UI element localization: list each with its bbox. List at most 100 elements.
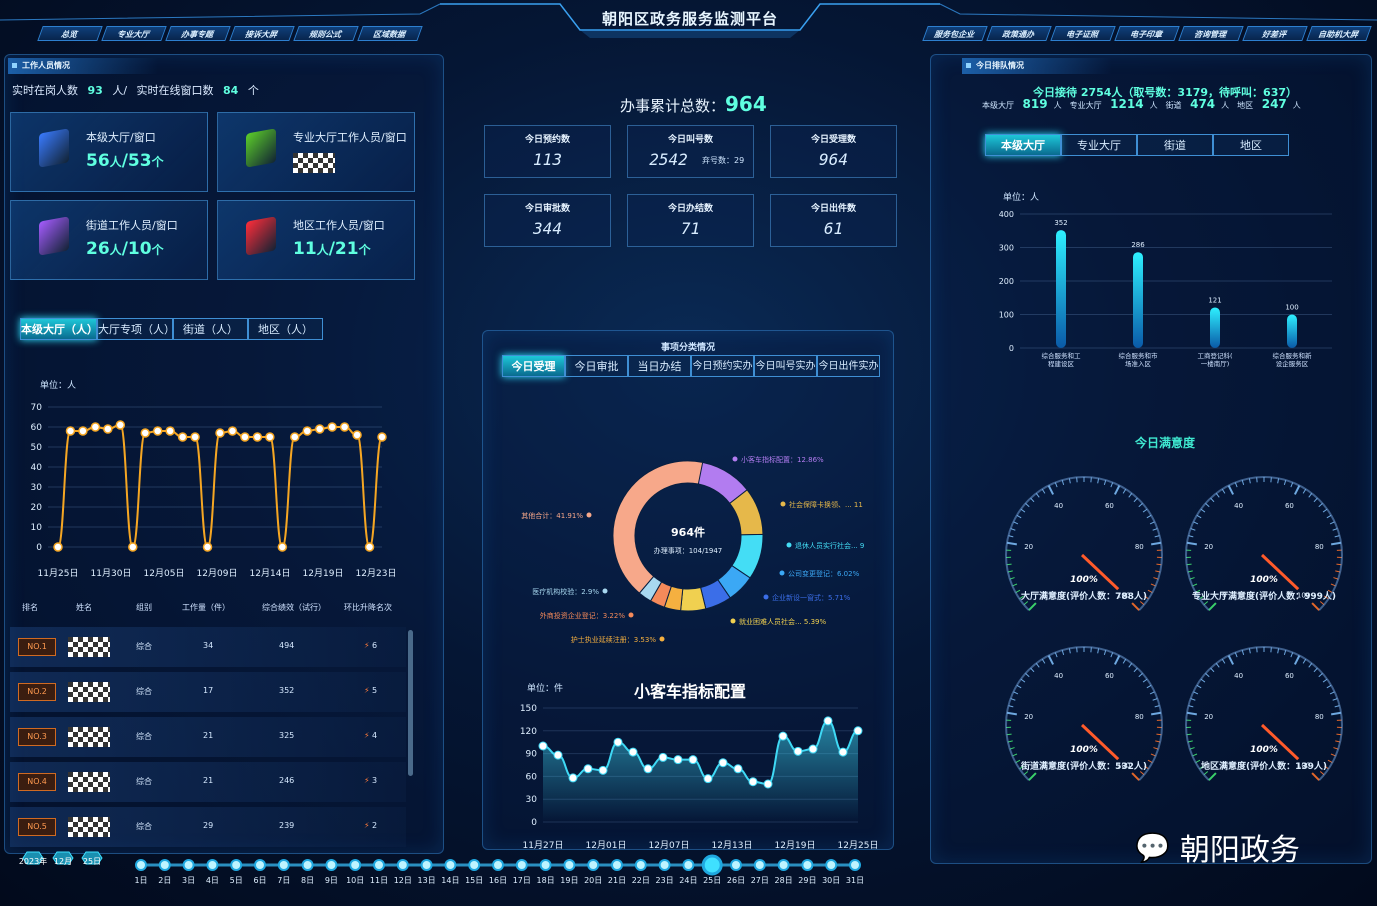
gauge-tick <box>1131 602 1140 611</box>
timeline-day-label: 28日 <box>775 876 793 885</box>
nav-complaints[interactable]: 接诉大屏 <box>229 26 295 41</box>
nav-policy[interactable]: 政策通办 <box>986 26 1052 41</box>
timeline-day-label: 18日 <box>537 876 555 885</box>
queue-item-label: 街道 <box>1165 101 1182 110</box>
left-nav: 总览 专业大厅 办事专题 接诉大屏 规则公式 区域数据 <box>37 26 423 42</box>
data-point <box>688 755 698 765</box>
timeline-day-dot[interactable] <box>468 859 481 871</box>
tab-staff-region[interactable]: 地区（人） <box>248 318 323 340</box>
y-tick-label: 150 <box>520 704 537 714</box>
timeline-day-dot[interactable] <box>254 859 266 871</box>
timeline-day-dot[interactable] <box>444 859 457 871</box>
slice-label: 其他合计：41.91% <box>521 511 583 520</box>
slice-label: 公司变更登记：6.02% <box>788 569 860 578</box>
tab-queue-street[interactable]: 街道 <box>1137 134 1213 156</box>
timeline-day-dot[interactable] <box>492 859 504 871</box>
staff-card-label: 街道工作人员/窗口 <box>86 219 178 232</box>
ranking-column-header: 综合绩效（试行） <box>262 603 326 612</box>
legend-dot <box>786 542 792 548</box>
tab-output-done[interactable]: 今日出件实办 <box>817 355 880 377</box>
timeline-day-dot[interactable] <box>301 859 314 871</box>
timeline-day-dot[interactable] <box>230 859 243 871</box>
nav-kiosk[interactable]: 自助机大屏 <box>1306 26 1372 41</box>
gauge-tick <box>1151 711 1162 716</box>
nav-service-pkg[interactable]: 服务包企业 <box>922 26 988 41</box>
timeline-day-dot[interactable] <box>611 859 623 871</box>
timeline-day-dot[interactable] <box>373 859 385 871</box>
timeline-day-dot[interactable] <box>349 859 362 871</box>
timeline-day-dot[interactable] <box>587 859 600 871</box>
x-category-label: 综合服务和工 <box>1042 351 1082 360</box>
change-cell: 5 <box>372 686 378 695</box>
tab-call-done[interactable]: 今日叫号实办 <box>754 355 817 377</box>
gauge-tick <box>1113 655 1121 665</box>
tab-today-approve[interactable]: 今日审批 <box>565 355 628 377</box>
timeline-day-dot[interactable] <box>158 859 171 871</box>
timeline-day-dot[interactable] <box>801 859 814 871</box>
timeline-day-dot[interactable] <box>849 859 861 871</box>
y-tick-label: 70 <box>31 403 43 413</box>
nav-topics[interactable]: 办事专题 <box>165 26 231 41</box>
timeline-day-dot[interactable] <box>634 859 647 871</box>
x-tick-label: 12月19日 <box>303 568 344 579</box>
timeline-day-dot[interactable] <box>658 859 671 871</box>
nav-pro-hall[interactable]: 专业大厅 <box>101 26 167 41</box>
table-row[interactable]: NO.4 综合 21 246 ⚡ 3 <box>10 762 406 802</box>
nav-overview[interactable]: 总览 <box>37 26 103 41</box>
nav-rules[interactable]: 规则公式 <box>293 26 359 41</box>
timeline-day-dot[interactable] <box>396 859 409 871</box>
satisfaction-title: 今日满意度 <box>1134 436 1195 450</box>
tab-staff-special[interactable]: 大厅专项（人） <box>97 318 175 340</box>
tab-today-accept[interactable]: 今日受理 <box>502 355 565 377</box>
timeline-day-dot[interactable] <box>825 859 838 871</box>
nav-review[interactable]: 好差评 <box>1242 26 1308 41</box>
table-row[interactable]: NO.1 综合 34 494 ⚡ 6 <box>10 627 406 667</box>
timeline-day-dot[interactable] <box>277 859 290 871</box>
data-point <box>140 428 150 438</box>
data-point <box>823 716 833 726</box>
x-category-label: 程建设区 <box>1048 359 1075 368</box>
legend-dot <box>628 612 634 618</box>
tab-staff-street[interactable]: 街道（人） <box>173 318 248 340</box>
tab-queue-special[interactable]: 专业大厅 <box>1061 134 1137 156</box>
tab-queue-region[interactable]: 地区 <box>1213 134 1289 156</box>
tab-booking-done[interactable]: 今日预约实办 <box>691 355 754 377</box>
nav-e-seal[interactable]: 电子印章 <box>1114 26 1180 41</box>
table-row[interactable]: NO.2 综合 17 352 ⚡ 5 <box>10 672 406 712</box>
timeline-day-dot[interactable] <box>515 859 528 871</box>
tab-today-finish[interactable]: 当日办结 <box>628 355 691 377</box>
ranking-scrollbar[interactable] <box>408 630 413 776</box>
redacted-name <box>68 772 110 792</box>
timeline-day-dot[interactable] <box>777 859 790 871</box>
timeline-day-dot[interactable] <box>539 859 552 871</box>
timeline-day-dot[interactable] <box>420 859 433 871</box>
timeline-day-dot[interactable] <box>182 859 195 871</box>
nav-consult[interactable]: 咨询管理 <box>1178 26 1244 41</box>
tab-queue-main[interactable]: 本级大厅 <box>985 134 1061 156</box>
timeline-day-dot[interactable] <box>563 859 576 871</box>
data-point <box>227 426 238 436</box>
timeline-day-dot[interactable] <box>753 859 766 871</box>
timeline-day-dot[interactable] <box>701 854 723 876</box>
stat-value: 2542 <box>649 150 688 169</box>
table-row[interactable]: NO.3 综合 21 325 ⚡ 4 <box>10 717 406 757</box>
timeline-day-dot[interactable] <box>682 859 695 871</box>
gauge-tick-label: 20 <box>1204 713 1213 721</box>
gauge-tick <box>1311 602 1320 611</box>
gauge-tick <box>1331 541 1342 546</box>
nav-region[interactable]: 区域数据 <box>357 26 423 41</box>
gauge-tick <box>1186 711 1197 716</box>
change-cell: 4 <box>372 731 378 740</box>
ranking-header: 排名 姓名 组别 工作量（件） 综合绩效（试行） 环比升降名次 <box>10 602 406 618</box>
timeline-day-dot[interactable] <box>206 859 219 871</box>
timeline-day-dot[interactable] <box>135 859 147 871</box>
tab-staff-main[interactable]: 本级大厅（人） <box>20 318 98 340</box>
nav-e-license[interactable]: 电子证照 <box>1050 26 1116 41</box>
rank-badge: NO.3 <box>18 728 56 746</box>
gauge-tick <box>1293 485 1301 495</box>
table-row[interactable]: NO.5 综合 29 239 ⚡ 2 <box>10 807 406 847</box>
timeline-day-label: 24日 <box>679 876 697 885</box>
timeline-day-dot[interactable] <box>325 859 338 871</box>
timeline-day-dot[interactable] <box>730 859 742 871</box>
